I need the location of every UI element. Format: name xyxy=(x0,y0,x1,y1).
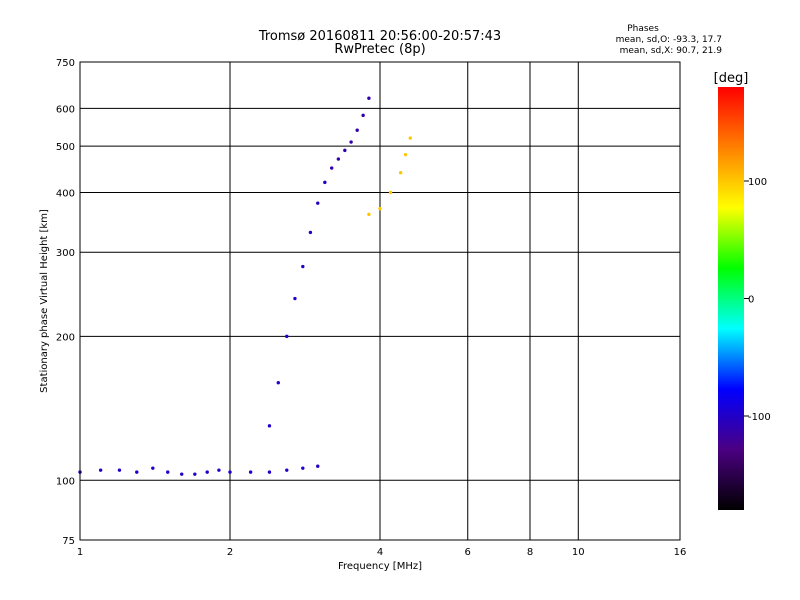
data-point xyxy=(403,152,408,157)
x-tick-label: 8 xyxy=(527,547,533,558)
data-point xyxy=(336,157,341,161)
data-point xyxy=(349,140,353,144)
data-point xyxy=(267,470,272,474)
data-point xyxy=(205,470,209,474)
data-point xyxy=(180,472,184,476)
data-point xyxy=(361,113,365,118)
chart-title: Tromsø 20160811 20:56:00-20:57:43 xyxy=(258,29,501,44)
data-point xyxy=(308,230,313,235)
y-tick-label: 400 xyxy=(56,188,75,199)
data-point xyxy=(323,180,327,185)
chart-subtitle: RwPretec (8p) xyxy=(334,42,425,57)
data-point xyxy=(316,201,320,205)
x-tick-label: 6 xyxy=(465,547,471,558)
data-point xyxy=(398,171,403,175)
data-point xyxy=(316,464,320,468)
colorbar-label: [deg] xyxy=(714,71,749,86)
data-point xyxy=(388,190,393,195)
data-point xyxy=(367,212,371,217)
data-point xyxy=(408,136,412,140)
data-point xyxy=(267,424,272,428)
y-tick-label: 100 xyxy=(56,476,75,487)
x-axis-label: Frequency [MHz] xyxy=(338,561,422,572)
x-tick-label: 16 xyxy=(674,547,687,558)
data-point xyxy=(367,96,371,100)
data-point xyxy=(355,128,359,132)
data-point xyxy=(193,472,197,476)
data-point xyxy=(151,466,155,470)
plot-frame xyxy=(79,61,681,541)
data-point xyxy=(166,470,170,474)
stats-o-line: mean, sd,O: -93.3, 17.7 xyxy=(616,35,722,45)
data-point xyxy=(301,264,305,269)
x-tick-label: 2 xyxy=(227,547,233,558)
stats-header: Phases xyxy=(627,24,659,34)
x-tick-label: 1 xyxy=(77,547,83,558)
y-tick-label: 300 xyxy=(56,248,75,259)
x-tick-label: 10 xyxy=(572,547,585,558)
data-point xyxy=(285,334,289,339)
data-point xyxy=(301,466,305,470)
tick-labels: 1 2 4 6 8 10 16 75 100 200 300 400 500 600 750 xyxy=(56,58,686,558)
data-point xyxy=(228,470,232,474)
x-tick-label: 4 xyxy=(377,547,383,558)
colorbar-tick-label: -100 xyxy=(748,412,771,423)
stats-x-line: mean, sd,X: 90.7, 21.9 xyxy=(620,46,723,56)
colorbar-ticks: 100 0 -100 xyxy=(744,177,771,423)
y-tick-label: 200 xyxy=(56,332,75,343)
y-tick-label: 500 xyxy=(56,142,75,153)
y-tick-label: 75 xyxy=(62,536,75,547)
colorbar-tick-label: 0 xyxy=(748,295,754,306)
data-point xyxy=(98,468,103,472)
data-point xyxy=(330,166,334,170)
y-tick-label: 750 xyxy=(56,58,75,69)
data-point xyxy=(248,470,253,474)
data-point xyxy=(117,468,122,472)
data-point xyxy=(276,381,280,385)
data-points xyxy=(78,96,412,476)
data-point xyxy=(293,296,297,301)
colorbar xyxy=(718,87,744,510)
y-tick-label: 600 xyxy=(56,104,75,115)
data-point xyxy=(378,206,382,211)
data-point xyxy=(285,468,289,472)
data-point xyxy=(217,468,221,472)
colorbar-tick-label: 100 xyxy=(748,177,767,188)
data-point xyxy=(343,148,347,153)
y-axis-label: Stationary phase Virtual Height [km] xyxy=(39,209,50,393)
data-point xyxy=(135,470,139,474)
